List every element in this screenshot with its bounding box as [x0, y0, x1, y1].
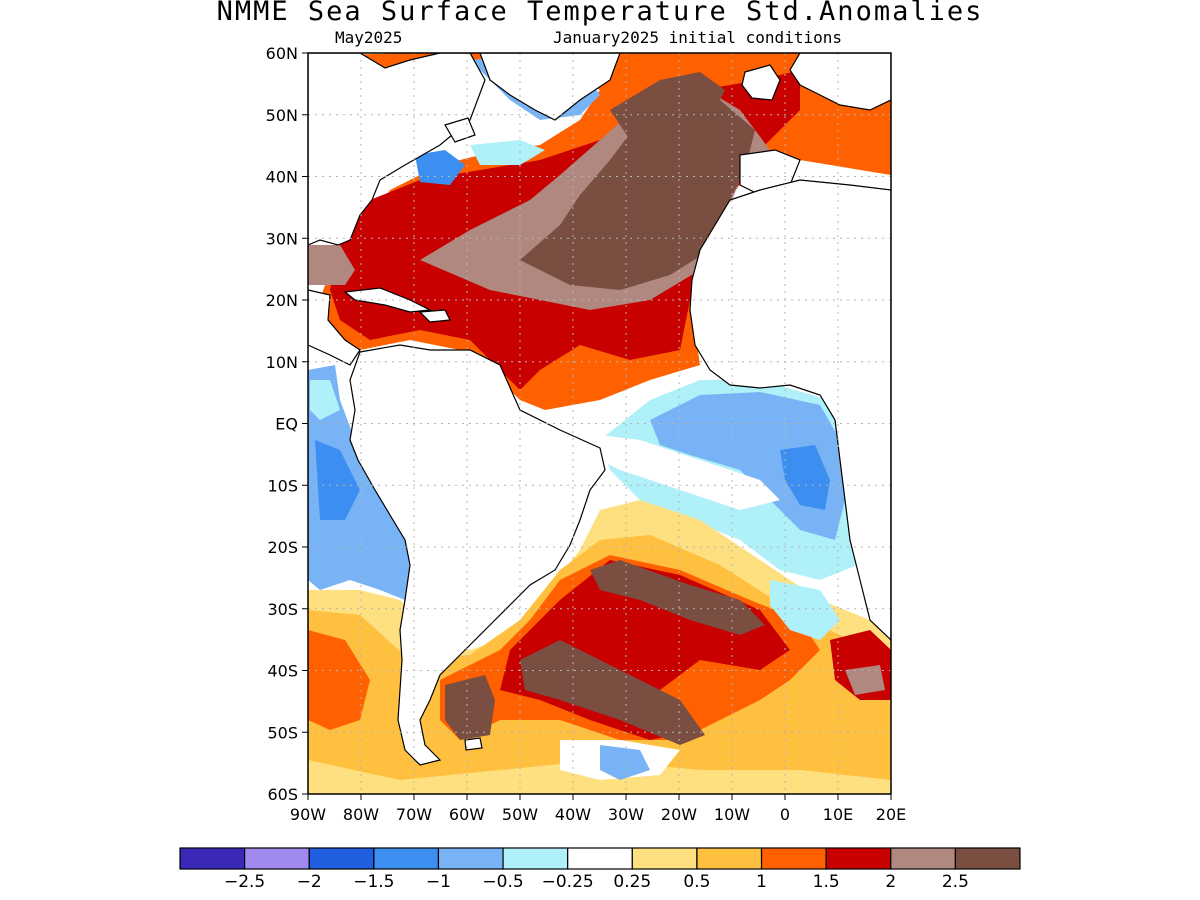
landmass-central-america [308, 289, 361, 366]
lat-tick-label: EQ [275, 415, 298, 434]
valid-month-label: May2025 [335, 28, 403, 47]
colorbar-label: −0.25 [542, 872, 594, 892]
lat-tick-label: 30S [267, 600, 298, 619]
anomaly-region-east-pacific-light [310, 380, 340, 420]
anomaly-region-newfoundland-cool-light [470, 140, 545, 165]
coastlines [308, 53, 891, 766]
colorbar-swatch [179, 847, 246, 870]
lat-tick-label: 30N [266, 229, 298, 248]
lat-tick-label: 20N [266, 291, 298, 310]
lat-tick-label: 10N [266, 353, 298, 372]
anomaly-region-east-pacific-deeper-blue [315, 440, 360, 520]
graticule [308, 53, 891, 794]
colorbar-label: 0.25 [613, 872, 651, 892]
colorbar-swatch [567, 847, 633, 870]
landmass-europe [789, 53, 891, 111]
anomaly-region-equatorial-deeper-blue [780, 445, 830, 510]
anomaly-region-southwest-orange [308, 630, 370, 730]
colorbar-label: 0.5 [683, 872, 710, 892]
landmass-hispaniola [418, 309, 451, 323]
colorbar-swatch [954, 847, 1021, 870]
lon-tick-label: 30W [608, 805, 644, 824]
lon-tick-label: 60W [449, 805, 485, 824]
initial-conditions-label: January2025 initial conditions [553, 28, 842, 47]
colorbar-swatch [760, 847, 827, 870]
anomaly-region-gulf-mexico [308, 245, 355, 285]
anomaly-region-south-atlantic-brown-north [590, 560, 765, 635]
lat-tick-label: 60N [266, 44, 298, 63]
colorbar-swatch [308, 847, 375, 870]
colorbar-swatch [373, 847, 440, 870]
colorbar-swatch [244, 847, 310, 870]
anomaly-region-south-atlantic-brown-south [520, 640, 705, 745]
colorbar-swatch [825, 847, 892, 870]
landmass-british-isles [741, 64, 781, 101]
anomaly-region-patagonia-brown [445, 675, 495, 740]
colorbar-label: 1.5 [813, 872, 840, 892]
lat-tick-label: 40S [267, 662, 298, 681]
colorbar-swatch [631, 847, 698, 870]
colorbar-label: −2.5 [224, 872, 265, 892]
lon-tick-label: 0 [780, 805, 790, 824]
map-title: NMME Sea Surface Temperature Std.Anomali… [216, 0, 984, 27]
landmass-falklands [464, 737, 483, 751]
lat-tick-label: 40N [266, 168, 298, 187]
colorbar-label: −0.5 [482, 872, 523, 892]
lon-tick-label: 70W [396, 805, 432, 824]
lat-tick-label: 50S [267, 723, 298, 742]
anomaly-field [308, 53, 891, 794]
lon-tick-label: 90W [290, 805, 326, 824]
anomaly-region-north-atlantic-extreme [520, 90, 755, 290]
landmass-north-america [308, 53, 486, 246]
anomaly-region-east-pacific-blue [308, 365, 410, 600]
anomaly-region-southeast-brown [845, 665, 885, 695]
lon-tick-label: 50W [502, 805, 538, 824]
lon-tick-label: 20E [876, 805, 906, 824]
colorbar-label: −2 [297, 872, 322, 892]
lat-tick-label: 20S [267, 538, 298, 557]
lat-tick-label: 10S [267, 476, 298, 495]
lon-tick-label: 10E [823, 805, 853, 824]
colorbar-label: −1 [426, 872, 451, 892]
anomaly-region-equatorial-white [560, 430, 780, 510]
anomaly-region-south-blue [600, 745, 650, 780]
lon-tick-label: 80W [343, 805, 379, 824]
colorbar-swatch [437, 847, 504, 870]
anomaly-region-north-atlantic-brown-east [610, 72, 725, 140]
colorbar-label: 1 [756, 872, 767, 892]
colorbar-swatch [502, 847, 569, 870]
anomaly-region-equatorial-blue [650, 392, 845, 540]
landmass-cuba [343, 287, 433, 313]
lat-tick-label: 50N [266, 106, 298, 125]
colorbar: −2.5 −2 −1.5 −1 −0.5 −0.25 0.25 0.5 1 1.5 2 2.5 [179, 847, 1021, 892]
latitude-axis: 60N 50N 40N 30N 20N 10N EQ 10S 20S 30S 40S 50S 60S [266, 44, 308, 804]
colorbar-label: −1.5 [353, 872, 394, 892]
colorbar-label: 2 [885, 872, 896, 892]
colorbar-label: 2.5 [942, 872, 969, 892]
lon-tick-label: 20W [661, 805, 697, 824]
landmass-greenland [479, 53, 621, 121]
lat-tick-label: 60S [267, 785, 298, 804]
lon-tick-label: 40W [555, 805, 591, 824]
anomaly-region-southeast-light-blue [770, 580, 840, 640]
lon-tick-label: 10W [714, 805, 750, 824]
colorbar-swatch [696, 847, 763, 870]
colorbar-swatch [890, 847, 956, 870]
landmass-africa [689, 179, 891, 641]
landmass-south-america [349, 344, 606, 766]
longitude-axis: 90W 80W 70W 60W 50W 40W 30W 20W 10W 0 10E 20E [290, 794, 906, 824]
